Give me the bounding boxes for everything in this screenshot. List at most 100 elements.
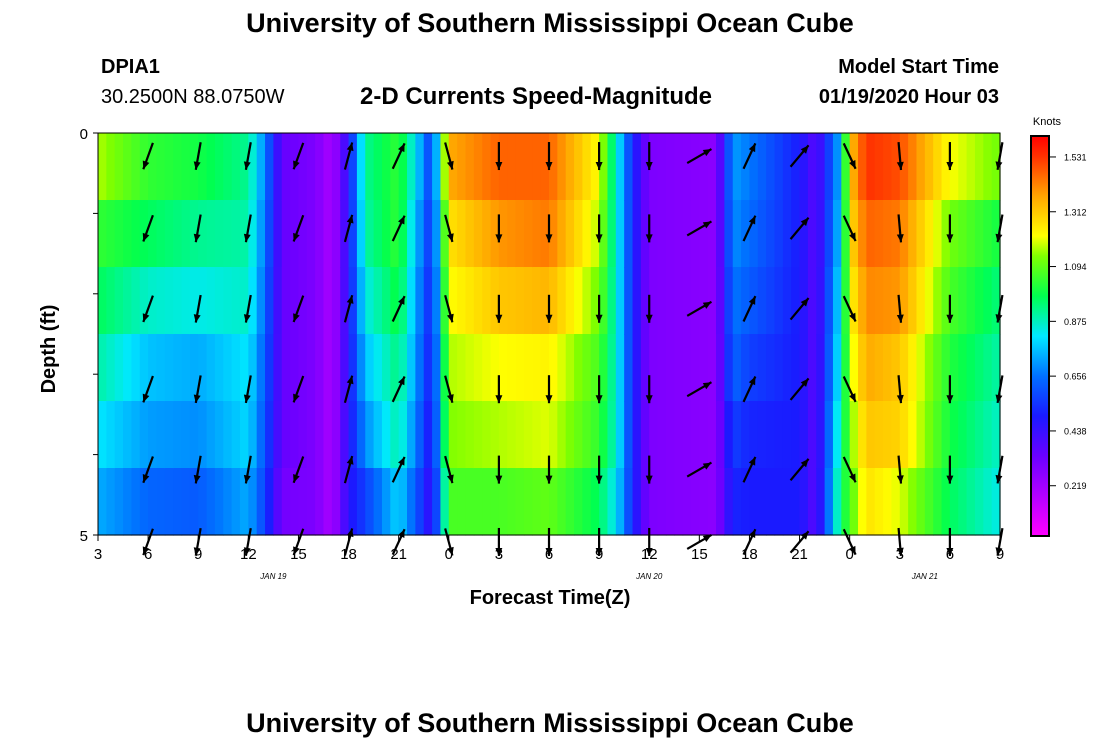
heatmap-cell	[766, 401, 776, 469]
current-vector	[595, 294, 603, 323]
heatmap-cell	[624, 334, 634, 402]
heatmap-cell	[832, 334, 842, 402]
heatmap-cell	[649, 401, 659, 469]
heatmap-cell	[782, 468, 792, 536]
heatmap-cell	[365, 334, 375, 402]
vector-head	[946, 475, 954, 484]
x-axis-label: Forecast Time(Z)	[470, 587, 631, 609]
heatmap-cell	[440, 334, 450, 402]
heatmap-cell	[356, 267, 366, 335]
heatmap-cell	[381, 468, 391, 536]
heatmap-cell	[590, 401, 600, 469]
heatmap-cell	[958, 267, 968, 335]
heatmap-cell	[498, 468, 508, 536]
heatmap-cell	[824, 468, 834, 536]
heatmap-cell	[849, 267, 859, 335]
heatmap-cell	[407, 133, 416, 201]
heatmap-cell	[348, 200, 358, 268]
heatmap-cell	[139, 267, 149, 335]
heatmap-cell	[106, 401, 116, 469]
heatmap-cell	[824, 133, 834, 201]
heatmap-cell	[390, 267, 400, 335]
current-vector	[995, 294, 1004, 323]
heatmap-cell	[348, 334, 358, 402]
current-vector	[545, 375, 553, 404]
vector-head	[446, 546, 454, 556]
heatmap-cell	[123, 133, 133, 201]
heatmap-cell	[323, 334, 333, 402]
heatmap-cell	[941, 267, 951, 335]
colorbar-unit: Knots	[1033, 116, 1062, 128]
heatmap-cell	[265, 401, 274, 469]
heatmap-cell	[331, 133, 341, 201]
heatmap-cell	[248, 468, 258, 536]
heatmap-cell	[674, 468, 684, 536]
heatmap-cell	[273, 334, 283, 402]
heatmap-cell	[782, 334, 792, 402]
heatmap-cell	[156, 267, 166, 335]
heatmap-cell	[557, 334, 567, 402]
heatmap-cell	[390, 468, 400, 536]
current-vector	[896, 375, 904, 404]
current-vector	[645, 214, 653, 243]
heatmap-cell	[198, 267, 208, 335]
current-vector	[789, 297, 810, 321]
heatmap-cell	[924, 401, 934, 469]
vector-head	[446, 160, 454, 170]
current-vector	[444, 214, 454, 243]
heatmap-cell	[791, 133, 801, 201]
heatmap-cell	[306, 468, 316, 536]
heatmap-cell	[189, 200, 199, 268]
heatmap-cell	[265, 468, 274, 536]
heatmap-cell	[724, 267, 734, 335]
current-vector	[595, 142, 603, 171]
vector-head	[595, 395, 603, 404]
heatmap-cell	[557, 200, 567, 268]
heatmap-cell	[273, 401, 283, 469]
vector-head	[545, 395, 553, 404]
heatmap-cell	[540, 334, 550, 402]
heatmap-cell	[799, 334, 809, 402]
heatmap-cell	[298, 267, 308, 335]
vector-head	[243, 394, 251, 403]
heatmap-cell	[557, 267, 567, 335]
heatmap-cell	[498, 334, 508, 402]
heatmap-cell	[941, 468, 951, 536]
heatmap-cell	[649, 468, 659, 536]
heatmap-cell	[315, 401, 325, 469]
heatmap-cell	[540, 133, 550, 201]
current-vector	[686, 220, 713, 237]
current-vector	[391, 215, 406, 242]
heatmap-cell	[774, 200, 784, 268]
heatmap-cell	[916, 267, 926, 335]
heatmap-cell	[866, 200, 876, 268]
current-vector	[391, 295, 406, 322]
vector-head	[193, 233, 201, 243]
current-vector	[343, 294, 354, 323]
vector-head	[800, 378, 809, 387]
colorbar-scale	[1030, 135, 1050, 537]
heatmap-cell	[123, 468, 133, 536]
vector-head	[800, 145, 809, 154]
heatmap-cell	[298, 334, 308, 402]
heatmap-cell	[582, 133, 592, 201]
heatmap-cell	[331, 468, 341, 536]
vector-head	[849, 232, 856, 242]
heatmap-cell	[490, 334, 500, 402]
heatmap-cell	[749, 468, 759, 536]
heatmap-cell	[665, 133, 675, 201]
heatmap-cell	[398, 334, 408, 402]
heatmap-cell	[582, 334, 592, 402]
heatmap-cell	[373, 200, 383, 268]
heatmap-cell	[256, 468, 266, 536]
current-vector	[742, 528, 757, 556]
heatmap-cell	[390, 200, 400, 268]
heatmap-cell	[239, 468, 249, 536]
heatmap-cell	[148, 334, 158, 402]
current-vector	[391, 528, 406, 556]
vector-head	[702, 534, 712, 542]
heatmap-cell	[966, 468, 976, 536]
heatmap-cell	[415, 267, 425, 335]
heatmap-cell	[223, 133, 233, 201]
heatmap-cell	[423, 267, 433, 335]
